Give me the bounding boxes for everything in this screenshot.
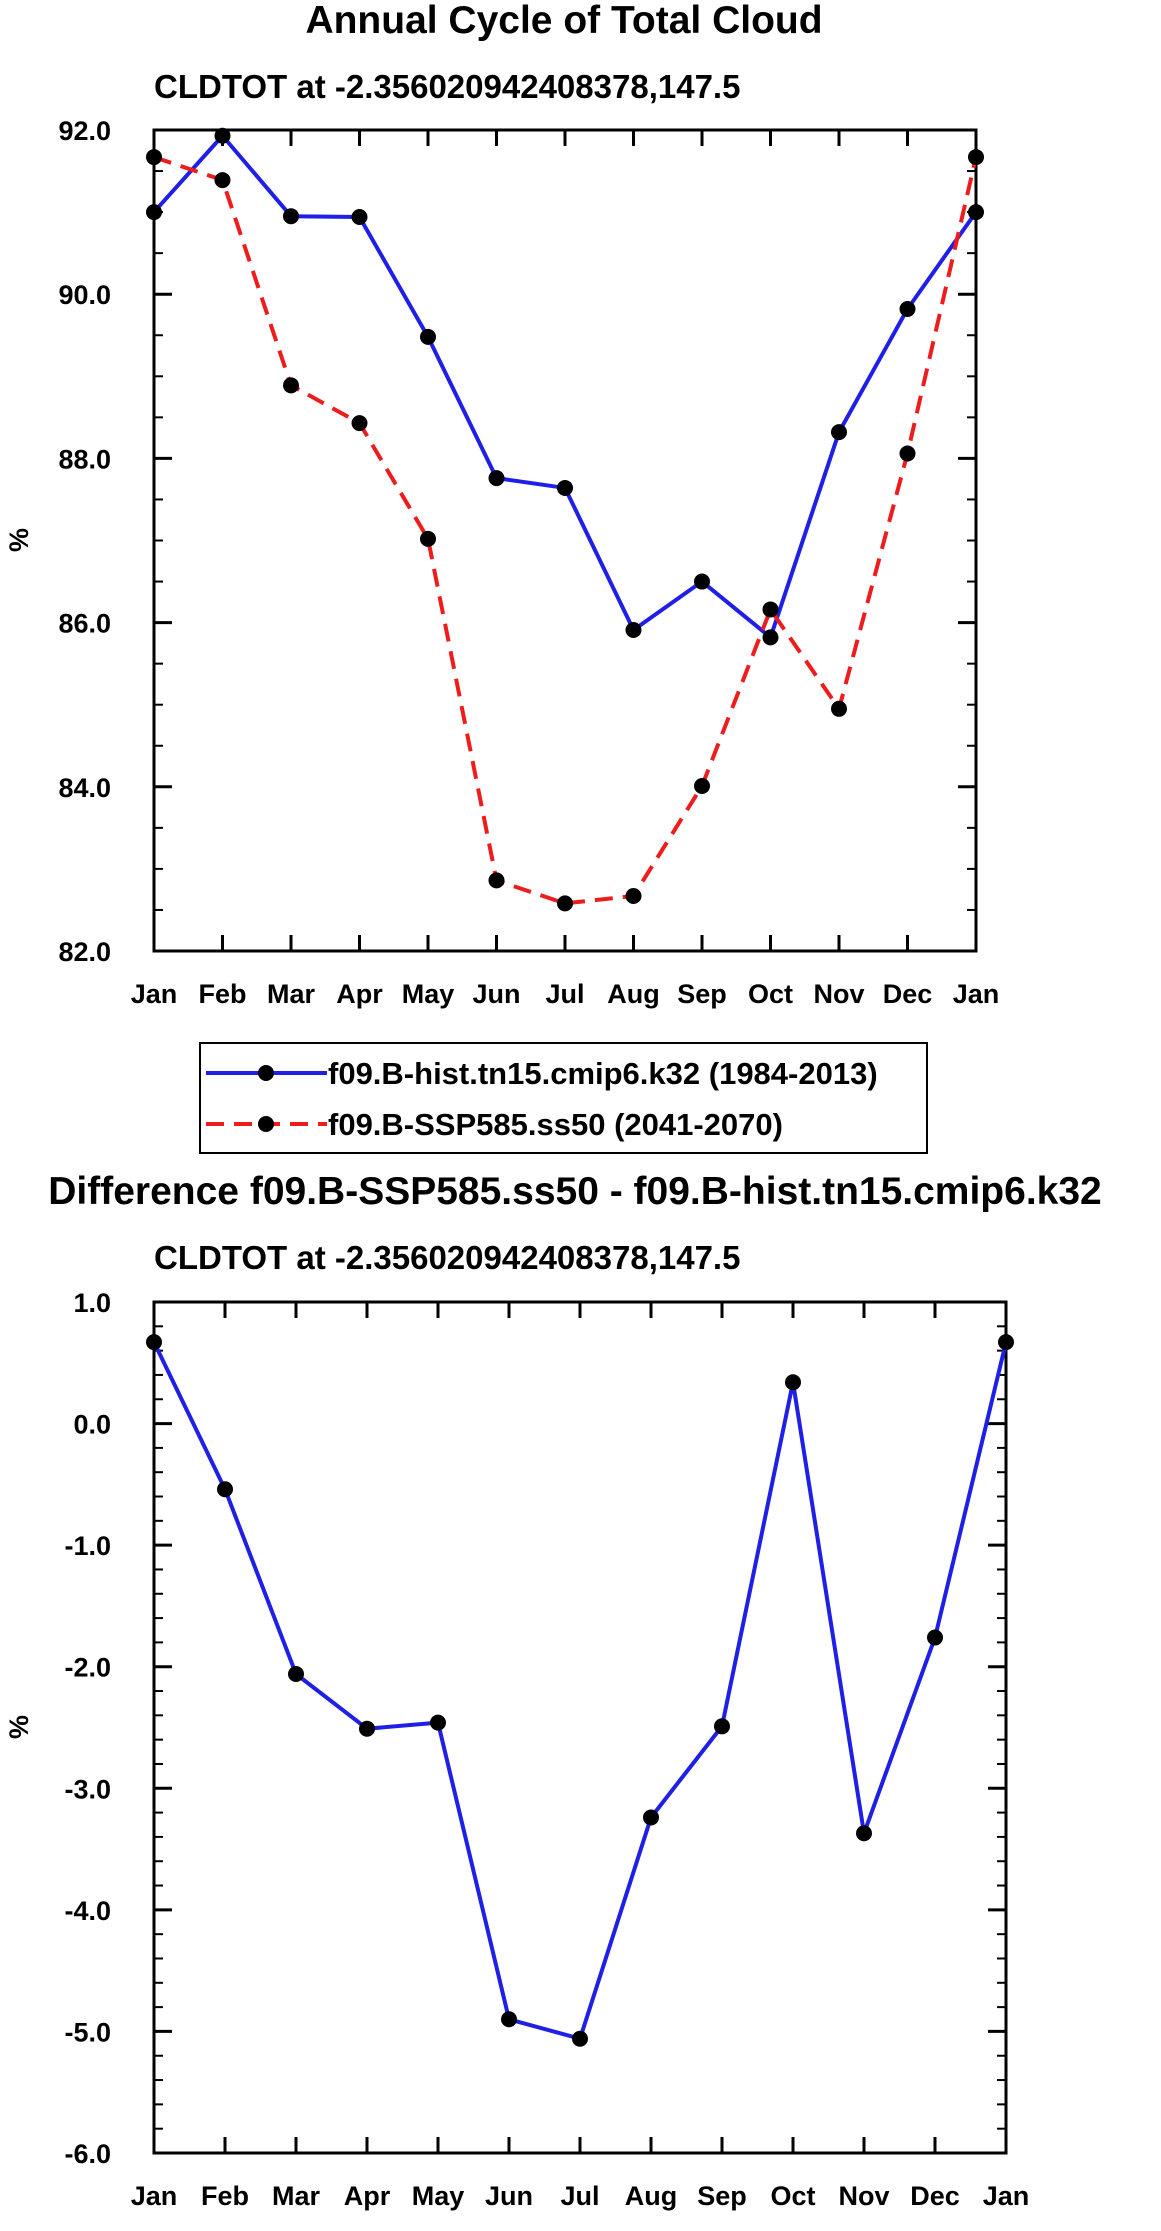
- chart1-y-tick-label: 84.0: [58, 773, 111, 803]
- chart2-y-tick-label: -3.0: [64, 1774, 111, 1804]
- chart1-data-point: [557, 895, 573, 912]
- chart1-x-tick-label: Mar: [267, 979, 316, 1009]
- chart1-data-point: [420, 328, 436, 345]
- chart1-y-tick-label: 92.0: [58, 116, 111, 146]
- chart2-series-line-0: [152, 1341, 1008, 2041]
- chart1-data-point: [968, 149, 984, 166]
- chart1-data-point: [557, 479, 573, 496]
- chart1-y-tick-label: 86.0: [58, 609, 111, 639]
- chart1-data-point: [146, 204, 162, 221]
- legend-label-hist: f09.B-hist.tn15.cmip6.k32 (1984-2013): [328, 1056, 878, 1091]
- chart2-x-tick-label: May: [412, 2181, 465, 2211]
- chart2-y-tick-label: 0.0: [73, 1410, 111, 1440]
- chart1-y-tick-label: 90.0: [58, 280, 111, 310]
- chart2-y-tick-label: 1.0: [73, 1288, 111, 1318]
- chart2-data-point: [572, 2030, 588, 2047]
- chart2-x-tick-label: Sep: [697, 2181, 747, 2211]
- chart2-x-tick-label: Jan: [983, 2181, 1030, 2211]
- chart2-x-tick-label: Oct: [770, 2181, 815, 2211]
- chart1-data-point: [899, 445, 916, 462]
- chart1-subtitle: CLDTOT at -2.356020942408378,147.5: [154, 68, 740, 105]
- chart1-data-point: [831, 424, 847, 441]
- chart1-y-tick-label: 82.0: [58, 937, 111, 967]
- chart2-x-tick-label: Apr: [344, 2181, 391, 2211]
- chart1-data-point: [968, 204, 984, 221]
- chart2-data-point: [714, 1718, 730, 1735]
- chart2-data-point: [217, 1481, 233, 1498]
- chart1-series-line-0: [152, 133, 978, 640]
- chart2-plot: Jan Feb Mar Apr May Jun Jul Aug Sep Oct Nov Dec Jan-…: [4, 1288, 1029, 2211]
- chart1-x-tick-label: Jul: [545, 979, 584, 1009]
- chart2-plot-frame: [152, 1300, 1008, 2155]
- chart2-data-point: [643, 1809, 659, 1826]
- chart1-x-tick-label: Jan: [131, 979, 178, 1009]
- chart2-subtitle: CLDTOT at -2.356020942408378,147.5: [154, 1239, 740, 1276]
- chart2-data-point: [146, 1334, 162, 1351]
- chart1-data-point: [420, 530, 436, 547]
- chart1-x-tick-label: Oct: [748, 979, 793, 1009]
- chart2-x-tick-label: Jul: [560, 2181, 599, 2211]
- chart1-data-point: [146, 149, 162, 166]
- chart1-data-point: [488, 872, 505, 889]
- chart1-data-point: [762, 629, 779, 646]
- chart2-title: Difference f09.B-SSP585.ss50 - f09.B-his…: [48, 1170, 1101, 1213]
- chart1-data-point: [214, 127, 231, 144]
- chart2-x-tick-label: Feb: [201, 2181, 249, 2211]
- chart1-x-tick-label: Apr: [336, 979, 383, 1009]
- chart1-x-tick-label: May: [402, 979, 455, 1009]
- chart1-data-point: [283, 208, 299, 225]
- chart1-x-tick-label: Sep: [677, 979, 727, 1009]
- chart1-x-tick-label: Jan: [953, 979, 1000, 1009]
- chart1-x-tick-label: Aug: [607, 979, 659, 1009]
- chart2-x-tick-label: Jun: [485, 2181, 533, 2211]
- chart1-plot: Jan Feb Mar Apr May Jun Jul Aug Sep Oct Nov Dec Jan 8…: [4, 116, 999, 1009]
- chart1-plot-frame: [152, 128, 978, 953]
- chart2-y-tick-label: -5.0: [64, 2017, 111, 2047]
- chart2-data-point: [785, 1374, 801, 1391]
- chart1-data-point: [351, 415, 368, 432]
- chart2-x-tick-label: Aug: [625, 2181, 677, 2211]
- chart1-x-tick-label: Jun: [472, 979, 520, 1009]
- chart1-legend: f09.B-hist.tn15.cmip6.k32 (1984-2013) f0…: [199, 1042, 928, 1154]
- legend-box: [199, 1042, 928, 1154]
- chart2-data-point: [856, 1825, 872, 1842]
- chart2-y-tick-label: -1.0: [64, 1531, 111, 1561]
- chart1-y-axis-label: %: [4, 528, 34, 552]
- chart2-y-tick-label: -4.0: [64, 1896, 111, 1926]
- legend-marker-hist: [258, 1065, 274, 1081]
- chart2-data-point: [998, 1334, 1014, 1351]
- chart2-y-tick-label: -2.0: [64, 1653, 111, 1683]
- chart1-data-point: [351, 209, 368, 226]
- chart1-data-point: [694, 573, 710, 590]
- chart1-x-tick-label: Dec: [883, 979, 933, 1009]
- chart2-x-tick-label: Mar: [272, 2181, 321, 2211]
- chart2-y-axis-label: %: [4, 1715, 34, 1739]
- legend-label-ssp: f09.B-SSP585.ss50 (2041-2070): [328, 1107, 783, 1142]
- chart1-data-point: [899, 300, 916, 317]
- chart1-y-tick-label: 88.0: [58, 444, 111, 474]
- chart1-data-point: [625, 887, 642, 904]
- chart2-data-point: [288, 1666, 304, 1683]
- chart1-series-line-1: [153, 155, 978, 906]
- chart1-data-point: [214, 172, 231, 189]
- chart1-x-tick-label: Nov: [813, 979, 864, 1009]
- chart1-data-point: [625, 621, 642, 638]
- chart1-x-tick-label: Feb: [198, 979, 246, 1009]
- legend-marker-ssp: [258, 1116, 274, 1132]
- chart1-data-point: [488, 470, 505, 487]
- chart2-data-point: [430, 1714, 446, 1731]
- chart1-data-point: [283, 377, 299, 394]
- chart2-y-tick-label: -6.0: [64, 2139, 111, 2169]
- chart2-x-tick-label: Dec: [910, 2181, 960, 2211]
- chart1-data-point: [694, 777, 710, 794]
- chart2-data-point: [927, 1629, 943, 1646]
- chart1-title: Annual Cycle of Total Cloud: [305, 0, 822, 42]
- chart2-data-point: [501, 2011, 517, 2028]
- chart2-x-tick-label: Nov: [838, 2181, 889, 2211]
- chart2-x-tick-label: Jan: [131, 2181, 178, 2211]
- chart2-data-point: [359, 1720, 375, 1737]
- chart1-data-point: [762, 601, 779, 618]
- chart1-data-point: [831, 700, 847, 717]
